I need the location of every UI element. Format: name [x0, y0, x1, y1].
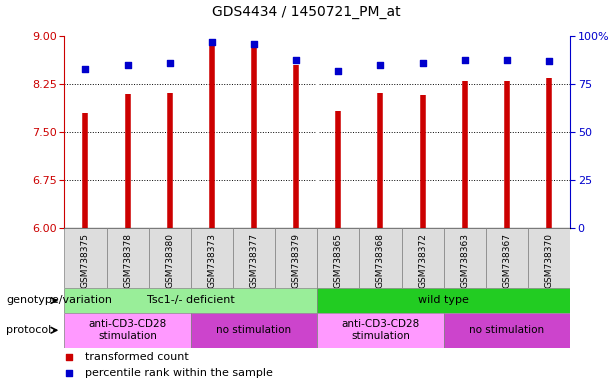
Bar [359, 228, 402, 288]
Point [207, 39, 217, 45]
Point [123, 62, 132, 68]
Bar [191, 228, 233, 288]
Bar [316, 36, 318, 228]
Bar [275, 228, 318, 288]
Bar [64, 313, 191, 348]
Text: GSM738372: GSM738372 [418, 233, 427, 288]
Text: anti-CD3-CD28
stimulation: anti-CD3-CD28 stimulation [341, 319, 419, 341]
Bar [64, 228, 107, 288]
Bar [318, 288, 570, 313]
Text: percentile rank within the sample: percentile rank within the sample [85, 368, 272, 378]
Bar [64, 288, 318, 313]
Bar [148, 228, 191, 288]
Point [333, 68, 343, 74]
Bar [107, 228, 148, 288]
Bar [318, 313, 444, 348]
Point [291, 56, 301, 63]
Text: protocol: protocol [6, 325, 51, 335]
Text: GSM738373: GSM738373 [207, 233, 216, 288]
Text: GSM738375: GSM738375 [81, 233, 90, 288]
Text: genotype/variation: genotype/variation [6, 295, 112, 306]
Point [165, 60, 175, 66]
Bar [318, 228, 359, 288]
Text: anti-CD3-CD28
stimulation: anti-CD3-CD28 stimulation [88, 319, 167, 341]
Bar [402, 228, 444, 288]
Text: wild type: wild type [418, 295, 469, 306]
Bar [233, 228, 275, 288]
Point [80, 66, 90, 72]
Text: GDS4434 / 1450721_PM_at: GDS4434 / 1450721_PM_at [212, 5, 401, 19]
Point [544, 58, 554, 65]
Bar [528, 228, 570, 288]
Text: transformed count: transformed count [85, 352, 188, 362]
Text: GSM738367: GSM738367 [503, 233, 511, 288]
Text: GSM738363: GSM738363 [460, 233, 469, 288]
Point [417, 60, 427, 66]
Text: GSM738377: GSM738377 [249, 233, 259, 288]
Point [460, 56, 470, 63]
Text: GSM738365: GSM738365 [334, 233, 343, 288]
Bar [485, 228, 528, 288]
Text: Tsc1-/- deficient: Tsc1-/- deficient [147, 295, 235, 306]
Point [376, 62, 386, 68]
Bar [191, 313, 318, 348]
Point [502, 56, 512, 63]
Bar [444, 228, 485, 288]
Text: GSM738379: GSM738379 [292, 233, 300, 288]
Text: GSM738368: GSM738368 [376, 233, 385, 288]
Bar [444, 313, 570, 348]
Text: GSM738370: GSM738370 [544, 233, 554, 288]
Point [64, 370, 74, 376]
Text: no stimulation: no stimulation [470, 325, 544, 335]
Text: no stimulation: no stimulation [216, 325, 292, 335]
Text: GSM738380: GSM738380 [166, 233, 174, 288]
Text: GSM738378: GSM738378 [123, 233, 132, 288]
Point [64, 354, 74, 360]
Point [249, 41, 259, 47]
